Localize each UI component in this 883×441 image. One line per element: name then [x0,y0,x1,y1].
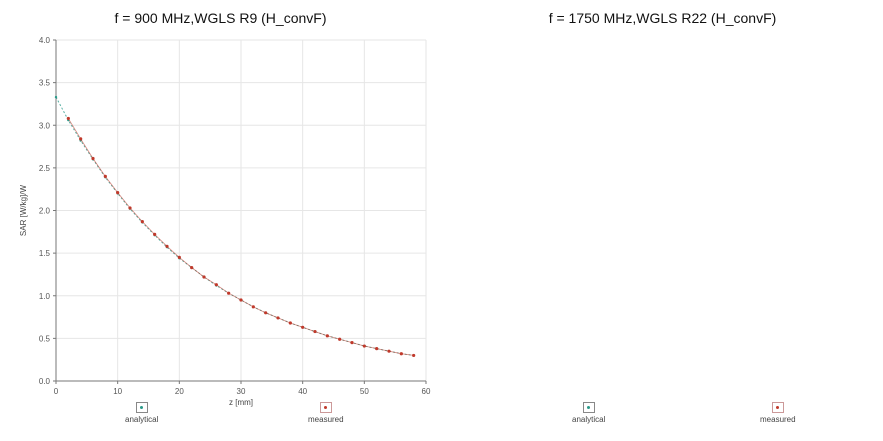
data-point-measured [325,334,329,338]
legend-measured-label: measured [760,415,796,424]
data-point-measured [66,116,70,121]
data-point-measured [227,291,231,295]
data-point-measured [276,316,280,320]
data-point-measured [387,349,391,353]
y-tick-label: 4.0 [39,36,51,45]
data-point-measured [350,341,354,345]
data-point-measured [153,232,157,236]
chart-plot-900mhz: 0 10 20 30 40 50 60 0.0 0.5 1.0 1.5 2.0 2.5 3.0 3.5 4.0… [19,36,431,407]
data-point-measured [399,352,403,356]
x-tick-label: 60 [422,387,431,396]
y-tick-label: 2.5 [39,164,51,173]
x-axis-label: z [mm] [229,398,253,407]
data-point-measured [251,305,255,309]
y-tick-label: 0.5 [39,334,51,343]
data-point-measured [264,311,268,315]
data-point-measured [79,137,83,141]
chart-panel-900mhz: f = 900 MHz,WGLS R9 (H_convF) 0 10 20 30 40 5… [0,0,441,441]
y-tick-label: 1.0 [39,292,51,301]
series-line-analytical [55,96,414,356]
legend-analytical-marker-icon [135,402,148,413]
legend-analytical: analytical [572,402,605,424]
x-tick-label: 50 [360,387,369,396]
data-point-measured [190,266,194,270]
data-point-measured [214,283,218,287]
y-tick-label: 0.0 [39,377,51,386]
data-point-analytical [54,95,58,99]
y-axis-label: SAR [W/kg]/W [19,185,28,237]
legend-measured-marker-icon [771,402,784,413]
data-point-measured [338,337,342,341]
y-tick-label: 1.5 [39,249,51,258]
data-point-measured [116,190,120,195]
data-point-measured [202,275,206,279]
y-tick-label: 3.5 [39,79,51,88]
data-point-measured [412,353,416,358]
legend-analytical-label: analytical [125,415,159,424]
x-tick-label: 10 [113,387,122,396]
data-point-measured [375,347,379,351]
data-point-measured [128,206,132,210]
legend-measured: measured [760,402,796,424]
data-point-measured [103,174,107,178]
x-tick-label: 30 [237,387,246,396]
chart-plot-1750mhz: 0510152025303540051015202530z [mm]SAR [W… [442,0,883,441]
legend-measured-label: measured [308,415,344,424]
legend-analytical-marker-icon [582,402,595,413]
data-point-measured [165,244,169,248]
x-tick-label: 20 [175,387,184,396]
data-point-measured [239,298,243,302]
legend-analytical: analytical [125,402,158,424]
y-tick-label: 2.0 [39,207,51,216]
data-point-measured [301,325,305,329]
data-point-measured [177,255,181,259]
y-tick-label: 3.0 [39,121,51,130]
x-tick-label: 40 [298,387,307,396]
x-tick-label: 0 [54,387,59,396]
data-point-measured [91,156,95,161]
legend-measured: measured [308,402,344,424]
data-point-measured [313,329,317,334]
chart-panel-1750mhz: f = 1750 MHz,WGLS R22 (H_convF) 05101520… [442,0,883,441]
data-point-measured [362,344,366,348]
data-point-measured [288,321,292,325]
chart-title: f = 900 MHz,WGLS R9 (H_convF) [114,10,327,26]
data-point-measured [140,219,144,224]
chart-title: f = 1750 MHz,WGLS R22 (H_convF) [548,10,777,26]
legend-analytical-label: analytical [572,415,606,424]
legend-measured-marker-icon [319,402,332,413]
